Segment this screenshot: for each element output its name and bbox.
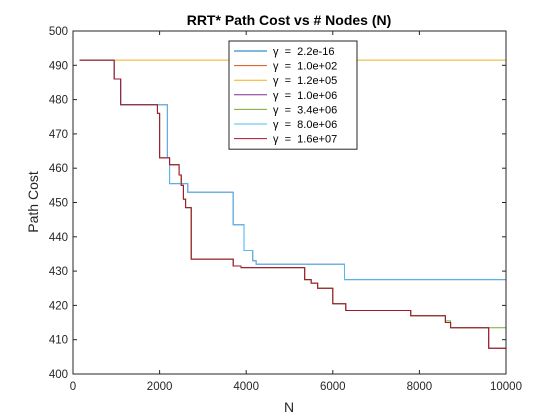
y-tick-label: 490	[49, 60, 68, 72]
legend: γ = 2.2e-16 γ = 1.0e+02 γ = 1.2e+05 γ = 1.0…	[228, 40, 358, 150]
legend-label-1: γ = 2.2e-16	[273, 46, 334, 58]
x-tick-label: 4000	[233, 381, 259, 393]
y-tick-label: 500	[49, 26, 68, 38]
x-tick-label: 0	[70, 381, 76, 393]
x-tick-label: 6000	[320, 381, 346, 393]
x-tick-label: 2000	[147, 381, 173, 393]
y-tick-label: 480	[49, 95, 68, 107]
x-tick-label: 8000	[407, 381, 433, 393]
legend-label-7: γ = 1.6e+07	[273, 134, 337, 146]
y-tick-label: 430	[49, 266, 68, 278]
y-tick-label: 450	[49, 198, 68, 210]
y-axis-label: Path Cost	[25, 171, 41, 233]
x-axis-label: N	[284, 399, 294, 415]
y-tick-label: 440	[49, 232, 68, 244]
ticks-layer: 0 2000 4000 6000 8000 10000 400 410 420 430 440 450…	[49, 26, 522, 393]
y-tick-label: 400	[49, 369, 68, 381]
x-tick-label: 10000	[490, 381, 522, 393]
chart-title: RRT* Path Cost vs # Nodes (N)	[187, 12, 392, 28]
y-tick-label: 420	[49, 300, 68, 312]
y-tick-label: 410	[49, 335, 68, 347]
legend-label-6: γ = 8.0e+06	[273, 119, 337, 131]
legend-label-2: γ = 1.0e+02	[273, 61, 337, 73]
legend-label-4: γ = 1.0e+06	[273, 90, 337, 102]
series-line-7	[79, 59, 506, 349]
y-tick-label: 470	[49, 129, 68, 141]
y-tick-label: 460	[49, 163, 68, 175]
legend-label-5: γ = 3.4e+06	[273, 104, 337, 116]
legend-label-3: γ = 1.2e+05	[273, 75, 337, 87]
